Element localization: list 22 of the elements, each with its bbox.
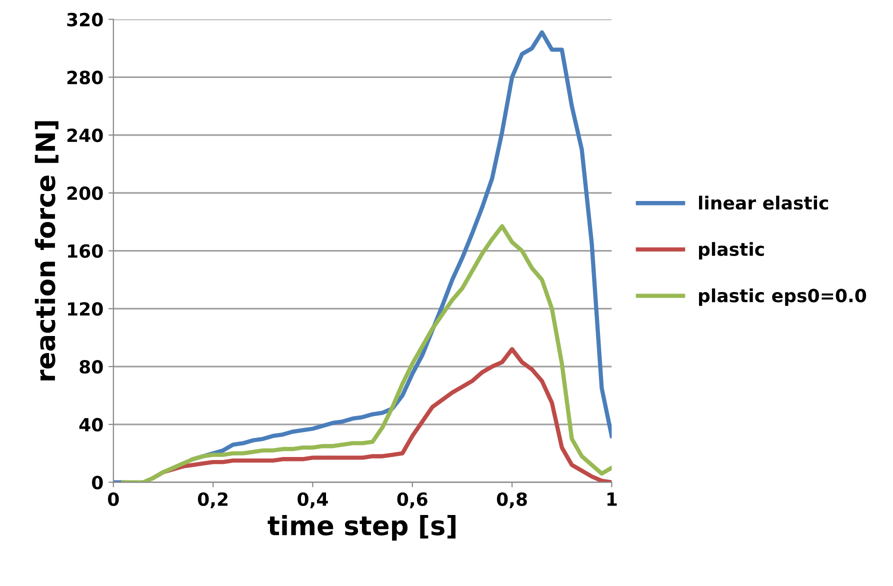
y-tick-label: 280 [67,70,103,84]
legend-label: linear elastic [699,196,828,210]
x-tick-label: 1 [607,492,617,506]
y-axis-title: reaction force [N] [34,121,58,380]
x-tick-label: 0,2 [198,492,228,508]
x-axis-title: time step [s] [268,515,456,541]
y-tick-label: 160 [68,244,103,258]
x-tick-label: 0 [108,492,119,506]
x-tick-label: 0,8 [496,492,527,508]
y-tick-label: 320 [67,12,103,26]
y-tick-label: 0 [92,476,103,490]
y-tick-label: 120 [68,302,103,316]
x-tick-label: 0,6 [397,492,428,508]
y-tick-label: 80 [80,360,103,374]
x-tick-label: 0,4 [298,492,328,508]
y-tick-label: 200 [67,186,103,200]
legend-label: plastic [699,242,764,260]
line-series [121,224,612,482]
y-tick-label: 40 [79,418,103,432]
y-tick-label: 240 [67,128,103,142]
legend-label: plastic eps0=0.0 [699,288,866,306]
line-series [151,347,612,482]
